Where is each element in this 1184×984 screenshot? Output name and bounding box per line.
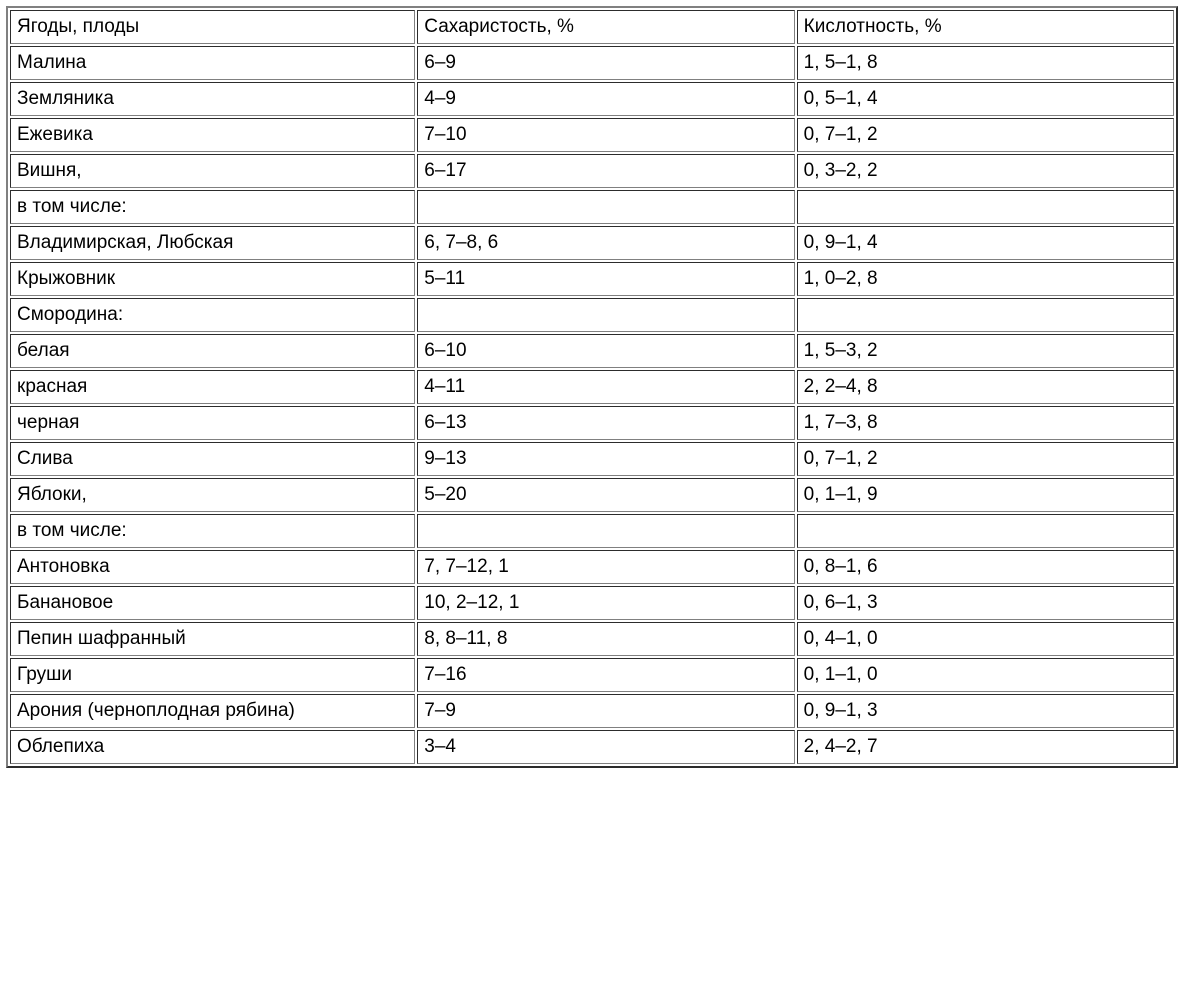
cell-sugar: 10, 2–12, 1 [417, 586, 794, 620]
table-header-row: Ягоды, плоды Сахаристость, % Кислотность… [10, 10, 1174, 44]
table-row: Малина 6–9 1, 5–1, 8 [10, 46, 1174, 80]
cell-name: красная [10, 370, 415, 404]
cell-acid: 0, 6–1, 3 [797, 586, 1174, 620]
cell-acid: 0, 7–1, 2 [797, 442, 1174, 476]
table-row: Смородина: [10, 298, 1174, 332]
cell-name: Владимирская, Любская [10, 226, 415, 260]
cell-name: Антоновка [10, 550, 415, 584]
table-row: красная 4–11 2, 2–4, 8 [10, 370, 1174, 404]
cell-name: Ежевика [10, 118, 415, 152]
column-header-acid: Кислотность, % [797, 10, 1174, 44]
table-body: Ягоды, плоды Сахаристость, % Кислотность… [10, 10, 1174, 764]
table-row: Антоновка 7, 7–12, 1 0, 8–1, 6 [10, 550, 1174, 584]
cell-sugar [417, 190, 794, 224]
table-row: белая 6–10 1, 5–3, 2 [10, 334, 1174, 368]
cell-sugar: 4–11 [417, 370, 794, 404]
table-row: Арония (черноплодная рябина) 7–9 0, 9–1,… [10, 694, 1174, 728]
table-row: в том числе: [10, 190, 1174, 224]
table-row: Облепиха 3–4 2, 4–2, 7 [10, 730, 1174, 764]
table-row: в том числе: [10, 514, 1174, 548]
cell-acid: 2, 2–4, 8 [797, 370, 1174, 404]
cell-sugar: 5–11 [417, 262, 794, 296]
fruit-properties-table: Ягоды, плоды Сахаристость, % Кислотность… [6, 6, 1178, 768]
table-row: Пепин шафранный 8, 8–11, 8 0, 4–1, 0 [10, 622, 1174, 656]
cell-sugar: 3–4 [417, 730, 794, 764]
cell-acid: 1, 7–3, 8 [797, 406, 1174, 440]
cell-name: Облепиха [10, 730, 415, 764]
table-row: Крыжовник 5–11 1, 0–2, 8 [10, 262, 1174, 296]
table-row: Банановое 10, 2–12, 1 0, 6–1, 3 [10, 586, 1174, 620]
cell-name: Слива [10, 442, 415, 476]
cell-sugar: 6–10 [417, 334, 794, 368]
cell-acid: 0, 9–1, 4 [797, 226, 1174, 260]
cell-name: Крыжовник [10, 262, 415, 296]
table-row: Земляника 4–9 0, 5–1, 4 [10, 82, 1174, 116]
cell-acid: 0, 1–1, 9 [797, 478, 1174, 512]
cell-sugar: 7–16 [417, 658, 794, 692]
cell-acid: 1, 5–3, 2 [797, 334, 1174, 368]
table-row: Ежевика 7–10 0, 7–1, 2 [10, 118, 1174, 152]
cell-name: Пепин шафранный [10, 622, 415, 656]
cell-sugar: 6–13 [417, 406, 794, 440]
cell-sugar: 6–9 [417, 46, 794, 80]
table-row: Слива 9–13 0, 7–1, 2 [10, 442, 1174, 476]
column-header-name: Ягоды, плоды [10, 10, 415, 44]
cell-acid: 0, 8–1, 6 [797, 550, 1174, 584]
cell-acid: 1, 0–2, 8 [797, 262, 1174, 296]
cell-acid: 0, 1–1, 0 [797, 658, 1174, 692]
cell-name: Малина [10, 46, 415, 80]
cell-sugar [417, 514, 794, 548]
cell-acid [797, 298, 1174, 332]
cell-sugar: 9–13 [417, 442, 794, 476]
cell-name: в том числе: [10, 190, 415, 224]
cell-acid: 0, 3–2, 2 [797, 154, 1174, 188]
cell-sugar: 7–9 [417, 694, 794, 728]
table-row: Вишня, 6–17 0, 3–2, 2 [10, 154, 1174, 188]
table-row: Яблоки, 5–20 0, 1–1, 9 [10, 478, 1174, 512]
cell-sugar: 6, 7–8, 6 [417, 226, 794, 260]
cell-name: в том числе: [10, 514, 415, 548]
cell-sugar: 8, 8–11, 8 [417, 622, 794, 656]
cell-name: Смородина: [10, 298, 415, 332]
table-row: Владимирская, Любская 6, 7–8, 6 0, 9–1, … [10, 226, 1174, 260]
cell-name: Груши [10, 658, 415, 692]
cell-name: Вишня, [10, 154, 415, 188]
cell-acid: 0, 7–1, 2 [797, 118, 1174, 152]
cell-name: Банановое [10, 586, 415, 620]
column-header-sugar: Сахаристость, % [417, 10, 794, 44]
cell-acid: 0, 4–1, 0 [797, 622, 1174, 656]
cell-acid: 0, 5–1, 4 [797, 82, 1174, 116]
table-row: Груши 7–16 0, 1–1, 0 [10, 658, 1174, 692]
cell-name: черная [10, 406, 415, 440]
cell-acid [797, 514, 1174, 548]
cell-name: Арония (черноплодная рябина) [10, 694, 415, 728]
cell-sugar: 4–9 [417, 82, 794, 116]
table-row: черная 6–13 1, 7–3, 8 [10, 406, 1174, 440]
cell-name: белая [10, 334, 415, 368]
cell-sugar [417, 298, 794, 332]
cell-name: Земляника [10, 82, 415, 116]
cell-sugar: 5–20 [417, 478, 794, 512]
cell-acid [797, 190, 1174, 224]
cell-acid: 2, 4–2, 7 [797, 730, 1174, 764]
cell-name: Яблоки, [10, 478, 415, 512]
cell-acid: 1, 5–1, 8 [797, 46, 1174, 80]
cell-sugar: 6–17 [417, 154, 794, 188]
cell-sugar: 7, 7–12, 1 [417, 550, 794, 584]
cell-sugar: 7–10 [417, 118, 794, 152]
cell-acid: 0, 9–1, 3 [797, 694, 1174, 728]
